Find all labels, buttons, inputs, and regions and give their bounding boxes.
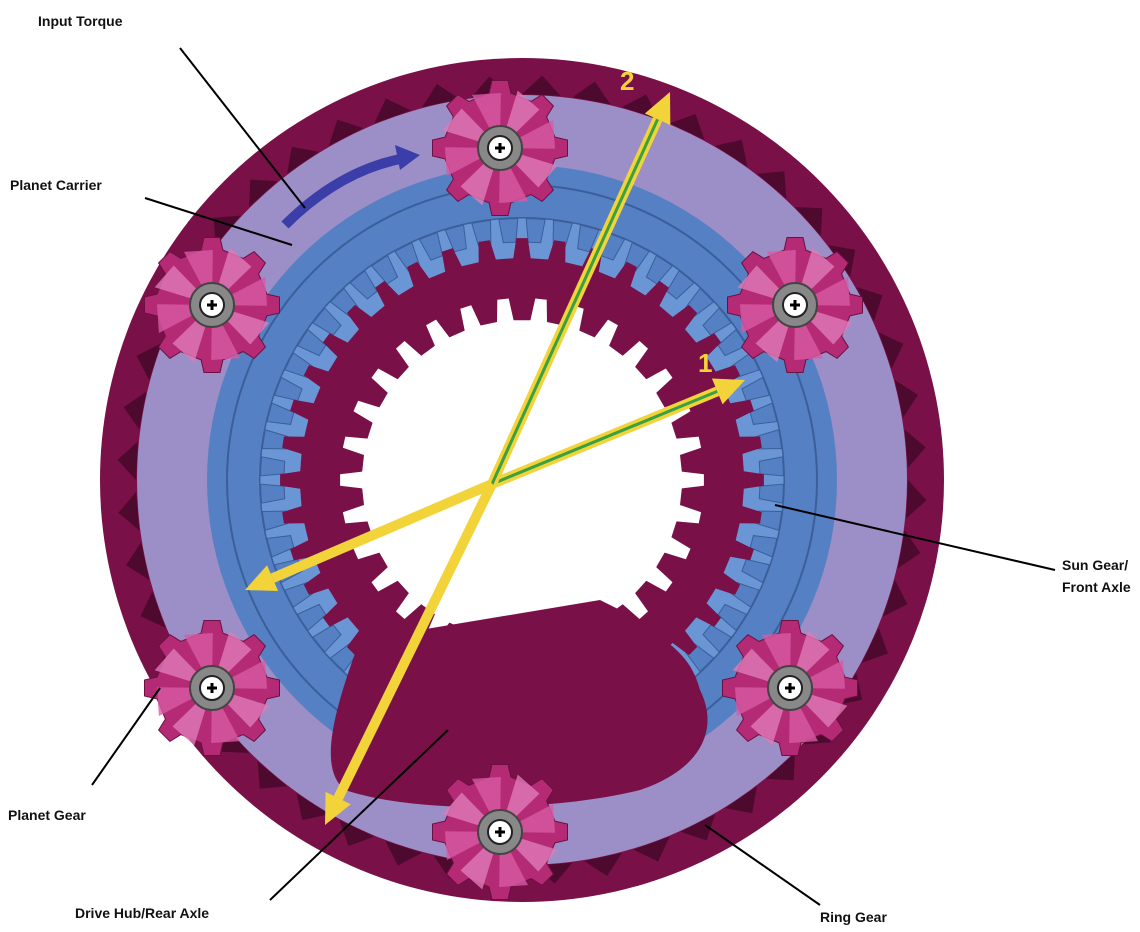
force-arrow-head	[644, 92, 671, 126]
ring-tooth	[296, 793, 329, 821]
ring-tooth	[329, 119, 364, 146]
gears	[259, 217, 785, 743]
ring-tooth	[385, 841, 423, 866]
arrow-label: 2	[620, 66, 634, 96]
planet-cross	[207, 683, 217, 693]
force-arrow	[333, 481, 497, 801]
leader-line	[774, 504, 1056, 571]
leader-line	[269, 729, 449, 901]
label: Input Torque	[38, 13, 123, 29]
arrow-label: 1	[698, 348, 712, 378]
planet-cross	[785, 683, 795, 693]
ring-tooth	[126, 542, 150, 580]
ring-tooth	[897, 530, 921, 569]
ring-tooth	[794, 207, 823, 236]
label: Planet Carrier	[10, 177, 102, 193]
ring-tooth	[680, 814, 715, 841]
ring-tooth	[374, 98, 411, 124]
ring-tooth	[584, 852, 622, 876]
label: Planet Gear	[8, 807, 86, 823]
ring-tooth	[862, 627, 888, 663]
leader-line	[91, 687, 161, 786]
ring-tooth	[118, 491, 140, 531]
label: Drive Hub/Rear Axle	[75, 905, 209, 921]
planet-cross	[207, 300, 217, 310]
label: Sun Gear/	[1062, 557, 1128, 573]
force-arrow-head	[711, 378, 745, 405]
ring-tooth	[715, 139, 748, 167]
ring-tooth	[856, 287, 883, 322]
ring-tooth	[136, 343, 161, 381]
leader-line	[144, 197, 293, 246]
ring-tooth	[878, 332, 904, 369]
ring-tooth	[123, 391, 147, 430]
label: Front Axle	[1062, 579, 1131, 595]
force-arrow	[270, 479, 494, 583]
ring-tooth	[883, 579, 908, 617]
ring-tooth	[633, 836, 670, 862]
ring-tooth	[287, 146, 319, 174]
planet-cross	[495, 143, 505, 153]
ring-tooth	[904, 429, 926, 469]
ring-tooth	[766, 752, 795, 781]
leader-line	[704, 824, 821, 906]
ring-tooth	[522, 75, 561, 96]
force-arrows	[245, 92, 745, 825]
leader-line	[179, 47, 306, 209]
ring-tooth	[894, 380, 918, 418]
ring-tooth	[572, 81, 611, 105]
ring-tooth	[669, 114, 705, 140]
ring-tooth	[249, 179, 278, 208]
torque-arrow-head	[395, 145, 420, 170]
force-arrow-head	[245, 565, 279, 592]
ring-tooth	[725, 786, 757, 814]
ring-tooth	[117, 441, 138, 480]
ring-tooth	[140, 591, 166, 628]
center-hole	[340, 298, 704, 662]
ring-tooth	[906, 480, 927, 519]
planet-cross	[495, 827, 505, 837]
force-arrow-core	[490, 118, 659, 485]
ring-tooth	[756, 171, 787, 199]
planet-gears	[144, 80, 863, 900]
torque-arrow	[281, 153, 406, 229]
label: Ring Gear	[820, 909, 887, 925]
ring-tooth	[422, 84, 460, 108]
ring-tooth	[257, 761, 288, 789]
drive-hub	[330, 600, 708, 807]
force-arrow-head	[325, 791, 351, 825]
planet-cross	[790, 300, 800, 310]
force-arrow-core	[491, 390, 718, 486]
